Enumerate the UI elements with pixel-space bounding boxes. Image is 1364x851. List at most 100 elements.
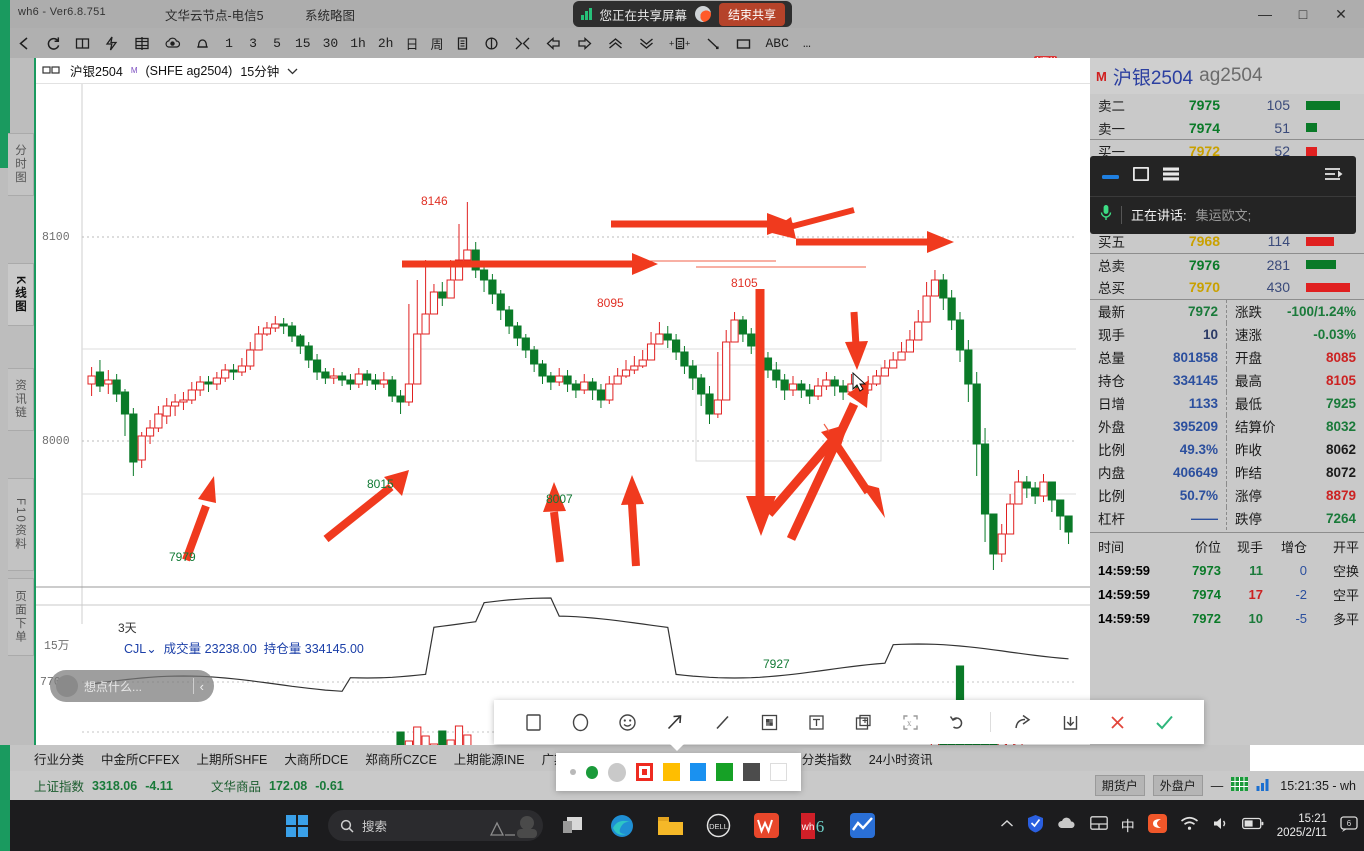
color-amber[interactable] (662, 763, 680, 781)
ocr-icon[interactable]: x (896, 707, 926, 737)
back-arrow-icon[interactable] (10, 29, 39, 57)
lightning-icon[interactable] (97, 29, 127, 57)
collapse-both-icon[interactable] (507, 29, 538, 57)
taskbar-clock[interactable]: 15:21 2025/2/11 (1277, 812, 1327, 840)
orderbook-row[interactable]: 卖一 7974 51 (1090, 117, 1364, 140)
botnav-item-大商所DCE[interactable]: 大商所DCE (284, 752, 349, 767)
color-white[interactable] (770, 763, 788, 781)
indicator-select[interactable]: CJL (124, 642, 147, 656)
timeframe-1[interactable]: 1 (225, 35, 233, 51)
more-tools-button[interactable]: … (802, 35, 811, 51)
minimize-icon[interactable] (1102, 167, 1119, 185)
share-icon[interactable] (1008, 707, 1038, 737)
stamp-icon[interactable] (848, 707, 878, 737)
system-overview-label[interactable]: 系统略图 (305, 9, 356, 23)
timeframe-30[interactable]: 30 (322, 35, 339, 51)
prev-arrow-icon[interactable] (538, 29, 569, 57)
voice-meeting-overlay[interactable]: 正在讲话: 集运欧文; (1090, 156, 1356, 234)
grid-layout-icon[interactable] (68, 29, 97, 57)
timeframe-2h[interactable]: 2h (377, 35, 394, 51)
expand-right-icon[interactable] (1324, 167, 1344, 186)
botnav-item-上期能源INE[interactable]: 上期能源INE (453, 752, 525, 767)
self-select-icon[interactable] (449, 29, 476, 57)
ellipse-icon[interactable] (566, 707, 596, 737)
dell-icon[interactable]: DELL (701, 809, 735, 843)
emoji-icon[interactable] (613, 707, 643, 737)
chevron-left-icon[interactable]: ‹ (199, 678, 204, 694)
save-icon[interactable] (1055, 707, 1085, 737)
timeframe-周[interactable]: 周 (430, 37, 444, 53)
color-gray[interactable] (743, 763, 761, 781)
alarm-bell-icon[interactable] (188, 29, 217, 57)
minimize-button[interactable]: — (1258, 6, 1272, 22)
confirm-icon[interactable] (1149, 707, 1179, 737)
text-icon[interactable] (801, 707, 831, 737)
microphone-icon[interactable] (1100, 204, 1112, 226)
orderbook-row[interactable]: 卖二 7975 105 (1090, 94, 1364, 117)
search-input[interactable]: 搜索 (328, 810, 543, 841)
timeframe-3[interactable]: 3 (249, 35, 257, 51)
list-icon[interactable] (1163, 167, 1179, 186)
shield-icon[interactable] (1027, 814, 1044, 838)
timeframe-日[interactable]: 日 (405, 37, 419, 53)
undo-icon[interactable] (943, 707, 973, 737)
chart-type-icon[interactable] (127, 29, 157, 57)
ai-assistant-chip[interactable]: 想点什么... ‹ (50, 670, 214, 702)
botnav-item-上期所SHFE[interactable]: 上期所SHFE (196, 752, 268, 767)
timeframe-5[interactable]: 5 (273, 35, 281, 51)
botnav-item-郑商所CZCE[interactable]: 郑商所CZCE (365, 752, 437, 767)
close-icon[interactable] (1102, 707, 1132, 737)
trade-ticker[interactable]: 时间 价位 现手 增仓 开平 14:59:59 7973 11 0 空换 14:59:59 7974 1… (1090, 535, 1364, 631)
timeframe-15[interactable]: 15 (295, 35, 311, 51)
foreign-account-button[interactable]: 外盘户 (1152, 775, 1203, 796)
file-explorer-icon[interactable] (653, 809, 687, 843)
abc-text-tool[interactable]: ABC (765, 35, 789, 51)
arrow-icon[interactable] (660, 707, 690, 737)
edge-icon[interactable] (605, 809, 639, 843)
layout-dots-icon[interactable] (42, 64, 62, 78)
next-arrow-icon[interactable] (569, 29, 600, 57)
chevron-down-icon[interactable] (287, 64, 298, 78)
split-view-icon[interactable] (476, 29, 507, 57)
ime-icon[interactable]: 中 (1120, 817, 1135, 834)
wifi-icon[interactable] (1180, 816, 1199, 836)
botnav-item-24小时资讯[interactable]: 24小时资讯 (868, 752, 933, 767)
ai-input-placeholder[interactable]: 想点什么... (84, 679, 143, 694)
sidebar-tab-页面下单[interactable]: 页面下单 (8, 578, 34, 656)
botnav-item-中金所CFFEX[interactable]: 中金所CFFEX (101, 752, 180, 767)
orderbook-row[interactable]: 买五 7968 114 (1090, 230, 1364, 253)
chart-period-label[interactable]: 15分钟 (240, 65, 280, 79)
futures-account-button[interactable]: 期货户 (1094, 775, 1145, 796)
task-view-icon[interactable] (557, 809, 591, 843)
volume-icon[interactable] (1212, 816, 1229, 836)
close-button[interactable]: ✕ (1335, 5, 1347, 22)
trendline-tool-icon[interactable] (698, 29, 728, 57)
color-green[interactable] (716, 763, 734, 781)
rectangle-icon[interactable] (519, 707, 549, 737)
sidebar-tab-分时图[interactable]: 分时图 (8, 133, 34, 196)
maximize-button[interactable]: □ (1298, 6, 1308, 22)
chevron-up-icon[interactable] (1000, 817, 1014, 835)
color-blue[interactable] (689, 763, 707, 781)
sidebar-tab-F10资料[interactable]: F10资料 (8, 478, 34, 571)
wps-icon[interactable] (749, 809, 783, 843)
rectangle-tool-icon[interactable] (728, 29, 759, 57)
notification-icon[interactable]: 6 (1340, 814, 1358, 837)
cloud-sync-icon[interactable] (157, 29, 188, 57)
display-icon[interactable] (1089, 816, 1108, 835)
orderbook-row[interactable]: 总卖 7976 281 (1090, 254, 1364, 277)
sidebar-tab-K线图[interactable]: K线图 (8, 263, 34, 326)
sidebar-tab-资讯链[interactable]: 资讯链 (8, 368, 34, 431)
battery-icon[interactable] (1241, 817, 1264, 835)
timeframe-1h[interactable]: 1h (350, 35, 366, 51)
wh6-icon[interactable]: wh 6 (797, 809, 831, 843)
cloud-node-label[interactable]: 文华云节点-电信5 (165, 9, 264, 23)
botnav-item-行业分类[interactable]: 行业分类 (34, 752, 85, 767)
line-icon[interactable] (707, 707, 737, 737)
size-medium[interactable] (585, 765, 598, 779)
zoom-in-chevrons-icon[interactable] (631, 29, 662, 57)
window-icon[interactable] (1132, 166, 1150, 186)
zoom-out-chevrons-icon[interactable] (600, 29, 631, 57)
sogou-icon[interactable] (1147, 813, 1167, 838)
expand-columns-icon[interactable]: + + (662, 29, 698, 57)
